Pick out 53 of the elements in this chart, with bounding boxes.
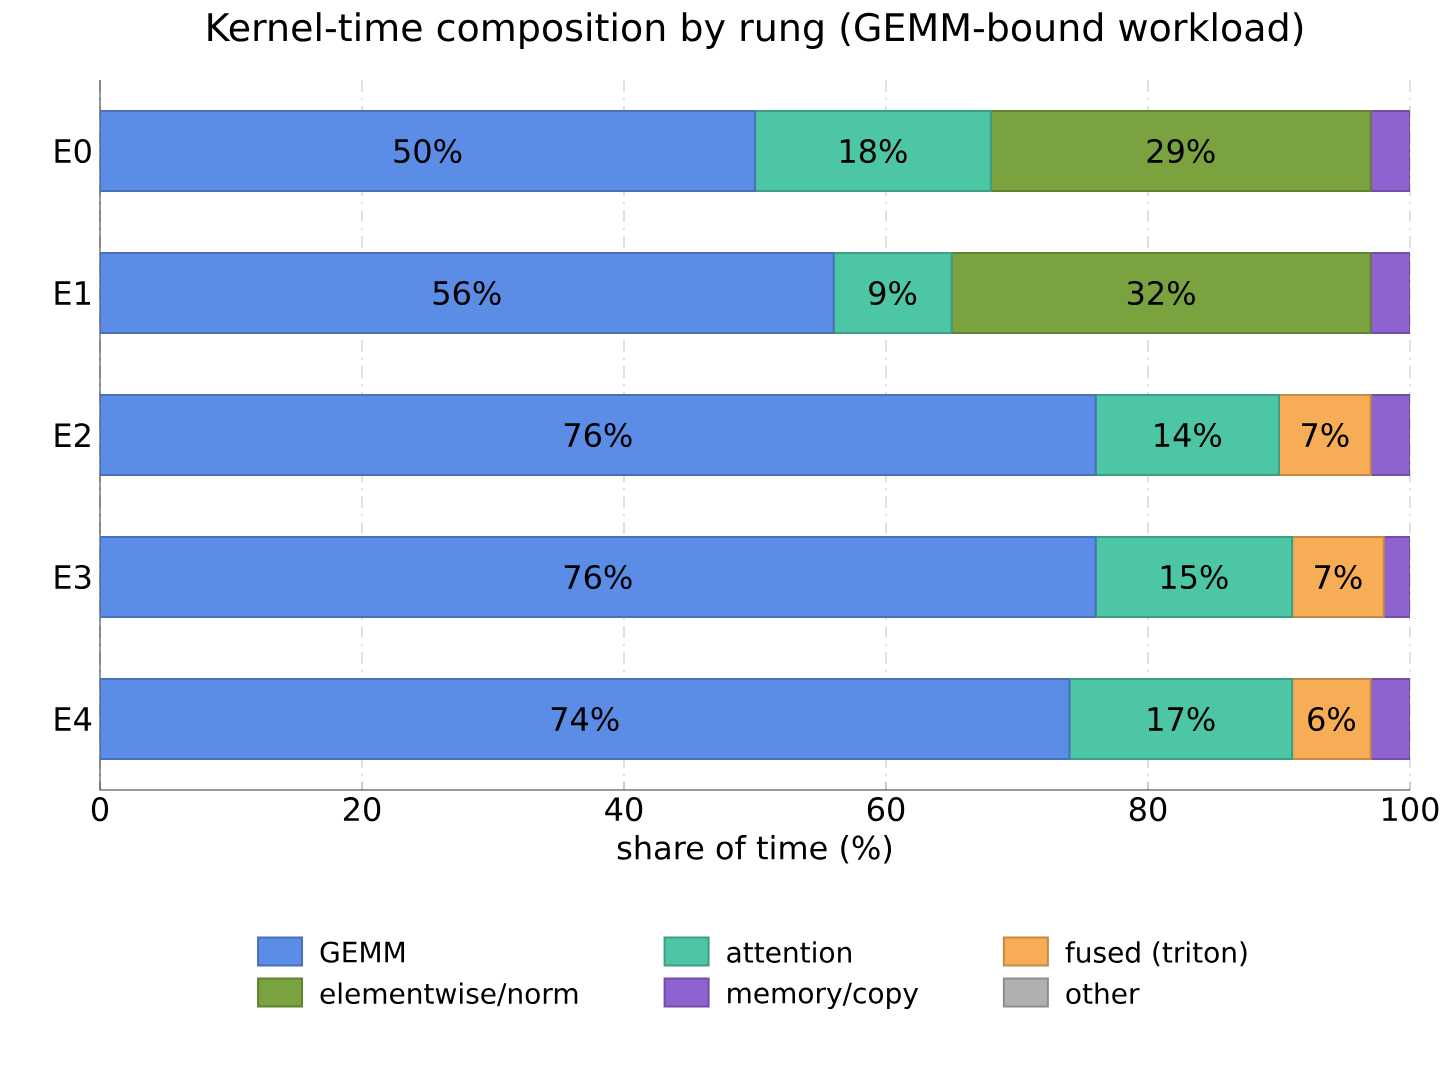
data-label: 14% bbox=[1155, 422, 1222, 448]
y-tick-label: E0 bbox=[55, 138, 91, 164]
data-label: 7% bbox=[1302, 422, 1349, 448]
x-tick-label: 40 bbox=[605, 797, 643, 822]
y-tick-label: E3 bbox=[55, 564, 91, 590]
bar bbox=[100, 252, 835, 335]
data-label: 56% bbox=[433, 280, 501, 306]
x-tick-label: 80 bbox=[1129, 797, 1167, 822]
x-tick-label: 100 bbox=[1382, 797, 1439, 822]
y-tick-label: E2 bbox=[55, 423, 90, 447]
bar bbox=[832, 252, 953, 335]
legend-label: GEMM bbox=[320, 941, 405, 963]
bar bbox=[1291, 536, 1385, 618]
data-label: 18% bbox=[840, 138, 907, 164]
data-label: 17% bbox=[1148, 706, 1215, 732]
data-label: 9% bbox=[869, 280, 917, 306]
legend-label: memory/copy bbox=[728, 982, 919, 1010]
x-tick-label: 20 bbox=[343, 797, 381, 822]
data-label: 29% bbox=[1147, 138, 1215, 164]
legend-label: elementwise/norm bbox=[320, 982, 578, 1007]
bar bbox=[1369, 110, 1410, 193]
legend-label: attention bbox=[727, 941, 851, 963]
data-label: 50% bbox=[394, 138, 462, 164]
data-label: 76% bbox=[564, 422, 632, 448]
bar bbox=[1094, 394, 1280, 476]
y-tick-label: E4 bbox=[55, 707, 92, 731]
bar bbox=[100, 678, 1071, 760]
bar bbox=[100, 394, 1097, 476]
data-label: 32% bbox=[1127, 280, 1195, 306]
bar bbox=[1369, 394, 1410, 476]
bar bbox=[1068, 678, 1294, 760]
chart-title: Kernel-time composition by rung (GEMM-bound workload) bbox=[208, 12, 1303, 49]
x-tick-label: 60 bbox=[867, 797, 905, 822]
legend-label: other bbox=[1066, 982, 1140, 1005]
bar bbox=[1278, 394, 1372, 476]
y-tick-label: E1 bbox=[55, 281, 90, 305]
bar bbox=[754, 110, 992, 193]
bar bbox=[989, 110, 1372, 193]
x-tick-label: 0 bbox=[91, 797, 109, 822]
bar bbox=[1291, 678, 1372, 760]
data-label: 6% bbox=[1308, 706, 1356, 732]
x-axis-title: share of time (%) bbox=[617, 835, 892, 864]
bar bbox=[1094, 536, 1294, 618]
bar bbox=[1369, 252, 1410, 335]
data-label: 76% bbox=[564, 564, 632, 590]
bar bbox=[950, 252, 1372, 335]
bar bbox=[100, 110, 756, 193]
data-label: 15% bbox=[1161, 564, 1228, 590]
data-label: 7% bbox=[1315, 564, 1362, 590]
data-label: 74% bbox=[551, 706, 619, 732]
bar bbox=[100, 536, 1097, 618]
bar bbox=[1369, 678, 1410, 760]
legend-label: fused (triton) bbox=[1065, 941, 1247, 967]
